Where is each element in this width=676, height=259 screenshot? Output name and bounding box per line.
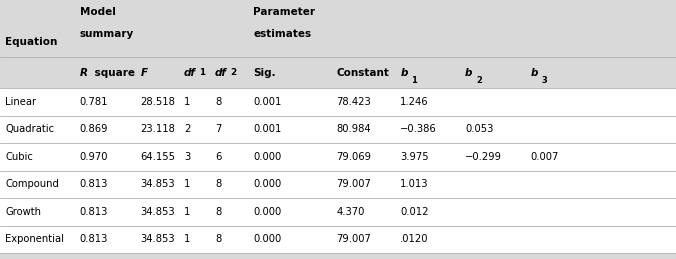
Text: 0.000: 0.000: [254, 179, 282, 189]
Text: Equation: Equation: [5, 37, 57, 47]
Text: Quadratic: Quadratic: [5, 124, 55, 134]
Text: 1: 1: [411, 76, 417, 85]
Text: b: b: [400, 68, 408, 77]
Text: 1: 1: [199, 68, 205, 77]
Text: 0.781: 0.781: [80, 97, 108, 107]
Text: 0.053: 0.053: [465, 124, 493, 134]
Text: df: df: [184, 68, 196, 77]
Text: 8: 8: [215, 234, 221, 244]
Text: 0.000: 0.000: [254, 152, 282, 162]
Text: 34.853: 34.853: [141, 234, 175, 244]
Text: 0.970: 0.970: [80, 152, 108, 162]
Text: 0.000: 0.000: [254, 234, 282, 244]
Text: summary: summary: [80, 28, 134, 39]
Text: 23.118: 23.118: [141, 124, 176, 134]
Text: b: b: [465, 68, 473, 77]
Text: F: F: [141, 68, 148, 77]
Text: 8: 8: [215, 179, 221, 189]
Text: 1.013: 1.013: [400, 179, 429, 189]
Text: 8: 8: [215, 207, 221, 217]
Text: Exponential: Exponential: [5, 234, 64, 244]
Text: 0.000: 0.000: [254, 207, 282, 217]
Text: 0.012: 0.012: [400, 207, 429, 217]
Text: 0.001: 0.001: [254, 97, 282, 107]
Text: 2: 2: [184, 124, 190, 134]
Text: 78.423: 78.423: [337, 97, 371, 107]
Text: Compound: Compound: [5, 179, 59, 189]
Text: 79.069: 79.069: [337, 152, 372, 162]
Text: Linear: Linear: [5, 97, 37, 107]
Text: −0.299: −0.299: [465, 152, 502, 162]
Text: 2: 2: [476, 76, 482, 85]
Text: 3: 3: [541, 76, 548, 85]
Text: Parameter: Parameter: [254, 6, 316, 17]
Text: 7: 7: [215, 124, 221, 134]
Text: Model: Model: [80, 6, 116, 17]
Text: b: b: [531, 68, 538, 77]
Text: square: square: [91, 68, 135, 77]
Text: 1: 1: [184, 207, 190, 217]
Text: 8: 8: [215, 97, 221, 107]
Text: 79.007: 79.007: [337, 179, 372, 189]
Text: 1: 1: [184, 97, 190, 107]
Text: 1: 1: [184, 234, 190, 244]
Text: 0.813: 0.813: [80, 179, 108, 189]
Text: R: R: [80, 68, 88, 77]
Text: Cubic: Cubic: [5, 152, 33, 162]
Text: df: df: [215, 68, 227, 77]
Text: 28.518: 28.518: [141, 97, 176, 107]
Text: 80.984: 80.984: [337, 124, 371, 134]
Text: 3: 3: [184, 152, 190, 162]
Text: 2: 2: [230, 68, 236, 77]
Text: −0.386: −0.386: [400, 124, 437, 134]
Text: 3.975: 3.975: [400, 152, 429, 162]
Text: 0.001: 0.001: [254, 124, 282, 134]
Text: 0.869: 0.869: [80, 124, 108, 134]
Text: Sig.: Sig.: [254, 68, 276, 77]
Text: 64.155: 64.155: [141, 152, 176, 162]
Text: 0.813: 0.813: [80, 234, 108, 244]
Text: .0120: .0120: [400, 234, 429, 244]
Text: 4.370: 4.370: [337, 207, 365, 217]
Text: 79.007: 79.007: [337, 234, 372, 244]
Text: 6: 6: [215, 152, 221, 162]
Text: 0.813: 0.813: [80, 207, 108, 217]
Text: 0.007: 0.007: [531, 152, 559, 162]
Text: 1.246: 1.246: [400, 97, 429, 107]
Text: estimates: estimates: [254, 28, 312, 39]
Bar: [0, 88, 676, 253]
Text: Constant: Constant: [337, 68, 389, 77]
Text: 34.853: 34.853: [141, 179, 175, 189]
Text: Growth: Growth: [5, 207, 41, 217]
Text: 34.853: 34.853: [141, 207, 175, 217]
Text: 1: 1: [184, 179, 190, 189]
